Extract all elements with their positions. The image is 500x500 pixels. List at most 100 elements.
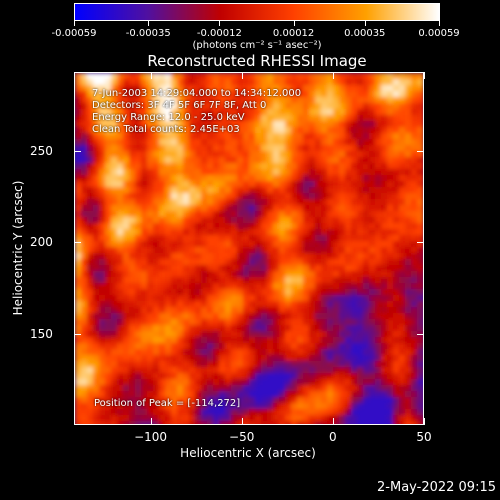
heatmap-cell [411,301,418,308]
heatmap-cell [381,73,388,80]
heatmap-cell [165,385,172,392]
heatmap-cell [75,211,82,218]
heatmap-cell [387,223,394,230]
heatmap-cell [417,73,423,80]
heatmap-cell [117,421,124,424]
heatmap-cell [315,337,322,344]
heatmap-cell [189,109,196,116]
heatmap-cell [387,277,394,284]
heatmap-cell [183,151,190,158]
heatmap-cell [87,103,94,110]
heatmap-cell [279,361,286,368]
heatmap-cell [399,73,406,80]
heatmap-cell [255,271,262,278]
heatmap-cell [285,223,292,230]
colorbar-tick-label: -0.00059 [51,28,97,39]
heatmap-cell [237,199,244,206]
heatmap-cell [357,187,364,194]
heatmap-cell [375,169,382,176]
heatmap-cell [321,259,328,266]
heatmap-cell [225,151,232,158]
colorbar-tick-label: 0.00059 [418,28,460,39]
heatmap-cell [255,151,262,158]
heatmap-cell [141,199,148,206]
heatmap-cell [201,259,208,266]
heatmap-cell [129,235,136,242]
heatmap-cell [231,187,238,194]
heatmap-cell [363,421,370,424]
heatmap-cell [219,169,226,176]
heatmap-cell [207,121,214,128]
heatmap-cell [297,85,304,92]
heatmap-cell [387,265,394,272]
heatmap-cell [153,121,160,128]
heatmap-cell [183,295,190,302]
heatmap-cell [129,415,136,422]
heatmap-cell [399,229,406,236]
heatmap-cell [363,145,370,152]
heatmap-cell [315,205,322,212]
heatmap-cell [219,373,226,380]
heatmap-cell [381,145,388,152]
heatmap-cell [411,277,418,284]
heatmap-cell [267,397,274,404]
heatmap-cell [417,385,423,392]
heatmap-cell [213,421,220,424]
heatmap-cell [315,313,322,320]
heatmap-cell [411,175,418,182]
heatmap-cell [315,217,322,224]
heatmap-cell [261,235,268,242]
heatmap-cell [111,325,118,332]
heatmap-cell [237,121,244,128]
heatmap-cell [219,91,226,98]
heatmap-cell [213,361,220,368]
heatmap-cell [129,319,136,326]
heatmap-cell [387,361,394,368]
heatmap-cell [309,121,316,128]
heatmap-cell [99,385,106,392]
heatmap-cell [153,325,160,332]
heatmap-cell [381,403,388,410]
heatmap-cell [183,223,190,230]
heatmap-cell [141,277,148,284]
heatmap-cell [411,217,418,224]
heatmap-cell [273,277,280,284]
heatmap-cell [93,127,100,134]
heatmap-cell [381,265,388,272]
heatmap-cell [93,79,100,86]
heatmap-cell [159,145,166,152]
heatmap-cell [399,367,406,374]
heatmap-cell [147,397,154,404]
heatmap-cell [81,163,88,170]
heatmap-cell [213,103,220,110]
heatmap-cell [345,91,352,98]
heatmap-cell [231,325,238,332]
heatmap-cell [369,133,376,140]
heatmap-cell [237,265,244,272]
heatmap-cell [189,301,196,308]
heatmap-cell [207,301,214,308]
heatmap-cell [387,379,394,386]
heatmap-cell [375,283,382,290]
heatmap-cell [261,355,268,362]
heatmap-cell [333,289,340,296]
heatmap-cell [141,301,148,308]
heatmap-cell [171,73,178,80]
heatmap-cell [75,403,82,410]
heatmap-cell [129,103,136,110]
heatmap-cell [261,91,268,98]
heatmap-cell [93,103,100,110]
heatmap-cell [273,157,280,164]
heatmap-cell [177,223,184,230]
heatmap-cell [351,109,358,116]
heatmap-cell [159,391,166,398]
heatmap-cell [363,73,370,80]
heatmap-cell [333,421,340,424]
heatmap-cell [285,385,292,392]
heatmap-cell [369,373,376,380]
heatmap-cell [363,415,370,422]
heatmap-cell [177,127,184,134]
heatmap-cell [93,133,100,140]
heatmap-cell [243,307,250,314]
heatmap-cell [225,379,232,386]
